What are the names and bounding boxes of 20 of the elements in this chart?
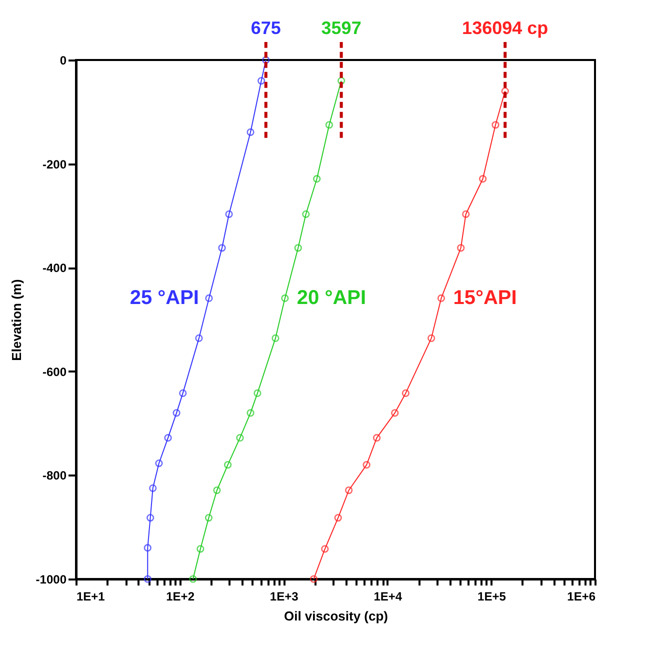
x-tick-label: 1E+2 [166, 590, 195, 604]
series-label: 15°API [453, 287, 517, 310]
y-tick-label: -800 [42, 468, 67, 483]
ref-line-label: 675 [250, 18, 281, 38]
y-tick-label: 0 [60, 54, 67, 68]
x-axis-title: Oil viscosity (cp) [284, 608, 388, 624]
y-axis-title: Elevation (m) [8, 279, 24, 361]
series-label: 25 °API [130, 287, 199, 310]
y-tick-label: -600 [42, 364, 67, 379]
series-label: 20 °API [296, 287, 366, 310]
ref-line-label: 136094 cp [462, 18, 548, 38]
x-tick-label: 1E+6 [567, 590, 596, 604]
x-tick-label: 1E+1 [76, 590, 106, 604]
x-tick-label: 1E+3 [270, 590, 299, 604]
y-tick-label: -1000 [36, 572, 67, 586]
y-tick-label: -200 [42, 157, 67, 172]
y-tick-label: -400 [42, 261, 67, 276]
x-tick-label: 1E+5 [478, 590, 506, 604]
x-tick-label: 1E+4 [374, 590, 402, 604]
ref-line-label: 3597 [321, 18, 362, 38]
